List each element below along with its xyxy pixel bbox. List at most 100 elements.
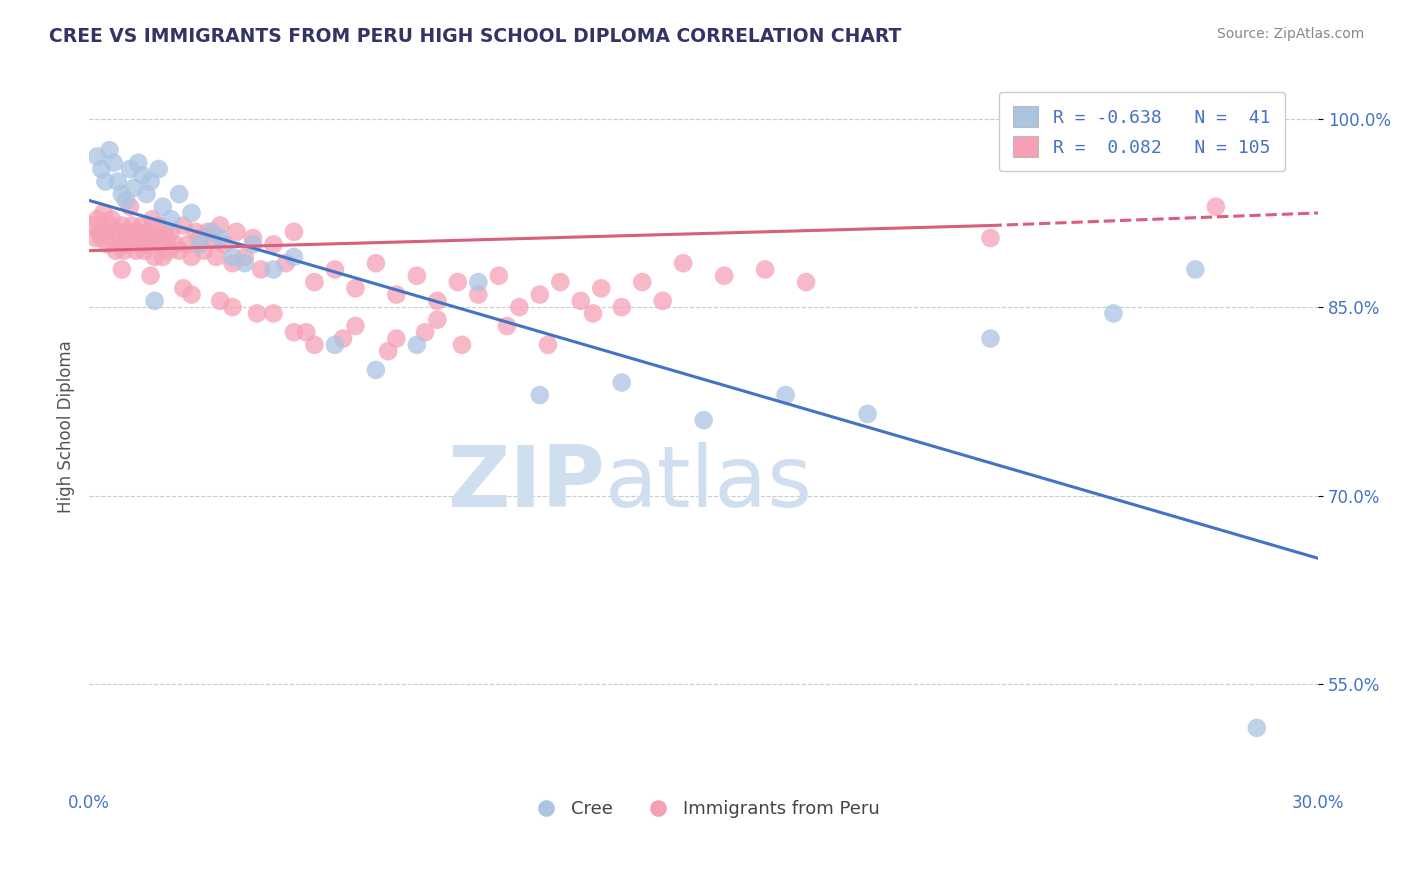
- Point: [180, 287, 202, 301]
- Point: [610, 300, 633, 314]
- Point: [447, 275, 470, 289]
- Point: [180, 250, 202, 264]
- Y-axis label: High School Diploma: High School Diploma: [58, 340, 75, 513]
- Point: [104, 244, 127, 258]
- Point: [90, 231, 112, 245]
- Point: [142, 212, 165, 227]
- Text: atlas: atlas: [606, 442, 813, 525]
- Point: [692, 413, 714, 427]
- Point: [385, 287, 408, 301]
- Point: [90, 161, 112, 176]
- Point: [631, 275, 654, 289]
- Point: [111, 262, 134, 277]
- Point: [274, 256, 297, 270]
- Point: [385, 332, 408, 346]
- Point: [856, 407, 879, 421]
- Point: [115, 194, 138, 208]
- Point: [1102, 306, 1125, 320]
- Point: [89, 225, 111, 239]
- Point: [138, 225, 160, 239]
- Point: [93, 206, 115, 220]
- Point: [135, 237, 157, 252]
- Point: [111, 187, 134, 202]
- Point: [233, 256, 256, 270]
- Point: [214, 237, 236, 252]
- Point: [775, 388, 797, 402]
- Point: [295, 326, 318, 340]
- Point: [127, 155, 149, 169]
- Legend: Cree, Immigrants from Peru: Cree, Immigrants from Peru: [520, 793, 887, 825]
- Point: [156, 231, 179, 245]
- Point: [167, 244, 190, 258]
- Point: [201, 231, 224, 245]
- Point: [205, 250, 228, 264]
- Point: [979, 332, 1001, 346]
- Point: [221, 300, 243, 314]
- Point: [112, 244, 135, 258]
- Point: [134, 244, 156, 258]
- Point: [143, 250, 166, 264]
- Point: [794, 275, 817, 289]
- Point: [529, 287, 551, 301]
- Point: [508, 300, 530, 314]
- Point: [127, 225, 149, 239]
- Point: [96, 237, 118, 252]
- Point: [129, 237, 152, 252]
- Point: [98, 143, 121, 157]
- Point: [125, 244, 148, 258]
- Point: [188, 237, 211, 252]
- Point: [451, 338, 474, 352]
- Point: [118, 200, 141, 214]
- Text: CREE VS IMMIGRANTS FROM PERU HIGH SCHOOL DIPLOMA CORRELATION CHART: CREE VS IMMIGRANTS FROM PERU HIGH SCHOOL…: [49, 27, 901, 45]
- Point: [152, 200, 174, 214]
- Point: [184, 225, 207, 239]
- Point: [143, 293, 166, 308]
- Point: [103, 155, 125, 169]
- Text: Source: ZipAtlas.com: Source: ZipAtlas.com: [1216, 27, 1364, 41]
- Point: [332, 332, 354, 346]
- Point: [672, 256, 695, 270]
- Point: [488, 268, 510, 283]
- Point: [193, 244, 215, 258]
- Point: [233, 250, 256, 264]
- Point: [201, 225, 224, 239]
- Point: [176, 237, 198, 252]
- Point: [122, 181, 145, 195]
- Point: [246, 306, 269, 320]
- Point: [1205, 200, 1227, 214]
- Point: [98, 219, 121, 233]
- Point: [107, 225, 129, 239]
- Point: [139, 231, 162, 245]
- Point: [197, 225, 219, 239]
- Point: [107, 175, 129, 189]
- Point: [135, 187, 157, 202]
- Point: [344, 281, 367, 295]
- Point: [115, 237, 138, 252]
- Point: [86, 149, 108, 163]
- Point: [262, 237, 284, 252]
- Point: [225, 225, 247, 239]
- Point: [283, 250, 305, 264]
- Point: [111, 219, 134, 233]
- Point: [548, 275, 571, 289]
- Point: [250, 262, 273, 277]
- Point: [94, 225, 117, 239]
- Point: [283, 225, 305, 239]
- Point: [323, 338, 346, 352]
- Point: [149, 237, 172, 252]
- Point: [496, 318, 519, 333]
- Point: [304, 275, 326, 289]
- Point: [304, 338, 326, 352]
- Point: [188, 231, 211, 245]
- Point: [262, 306, 284, 320]
- Point: [121, 219, 143, 233]
- Point: [94, 175, 117, 189]
- Point: [1184, 262, 1206, 277]
- Point: [157, 244, 180, 258]
- Point: [103, 231, 125, 245]
- Point: [405, 338, 427, 352]
- Point: [377, 344, 399, 359]
- Point: [209, 231, 232, 245]
- Point: [582, 306, 605, 320]
- Point: [131, 219, 153, 233]
